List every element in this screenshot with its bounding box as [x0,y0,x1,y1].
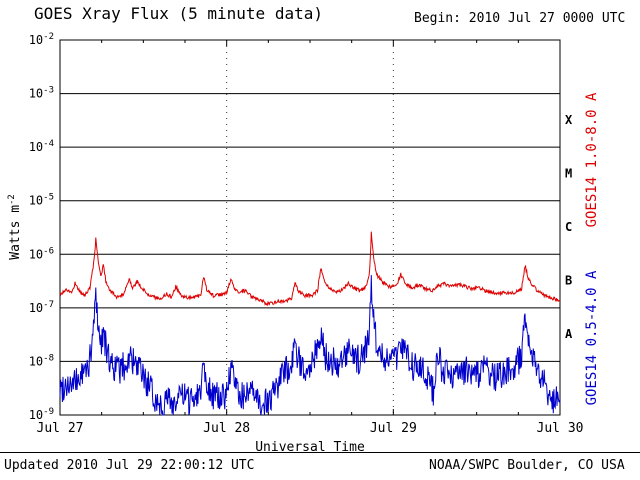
short-xray-series-line [59,275,561,416]
noaa-credit: NOAA/SWPC Boulder, CO USA [429,458,625,473]
y-tick-label: 10-2 [29,32,54,47]
y-tick-label: 10-8 [29,353,54,368]
y-tick-label: 10-3 [29,86,54,101]
chart-title: GOES Xray Flux (5 minute data) [34,4,323,23]
flare-class-label: A [565,327,573,341]
y-tick-label: 10-9 [29,407,54,422]
long-xray-series-line [59,231,561,307]
x-tick-label: Jul 29 [370,421,417,436]
y-axis-label-base: Watts m [8,204,24,260]
y-axis-label-exponent: -2 [6,194,17,205]
series-label-short-xray: GOES14 0.5-4.0 A [584,270,600,406]
y-tick-label: 10-7 [29,300,54,315]
x-axis-label: Universal Time [255,440,365,455]
begin-timestamp: Begin: 2010 Jul 27 0000 UTC [414,11,626,26]
x-tick-label: Jul 30 [537,421,584,436]
footer-divider [0,452,640,453]
flare-class-label: B [565,274,572,288]
y-tick-label: 10-6 [29,246,54,261]
y-tick-label: 10-5 [29,193,54,208]
flare-class-label: M [565,166,572,180]
y-tick-label: 10-4 [29,139,54,154]
x-tick-label: Jul 28 [203,421,250,436]
y-axis-label: Watts m-2 [7,194,23,259]
updated-timestamp: Updated 2010 Jul 29 22:00:12 UTC [4,458,255,473]
flare-class-label: C [565,220,572,234]
flare-class-label: X [565,113,573,127]
series-label-long-xray: GOES14 1.0-8.0 A [584,92,600,228]
x-tick-label: Jul 27 [37,421,84,436]
